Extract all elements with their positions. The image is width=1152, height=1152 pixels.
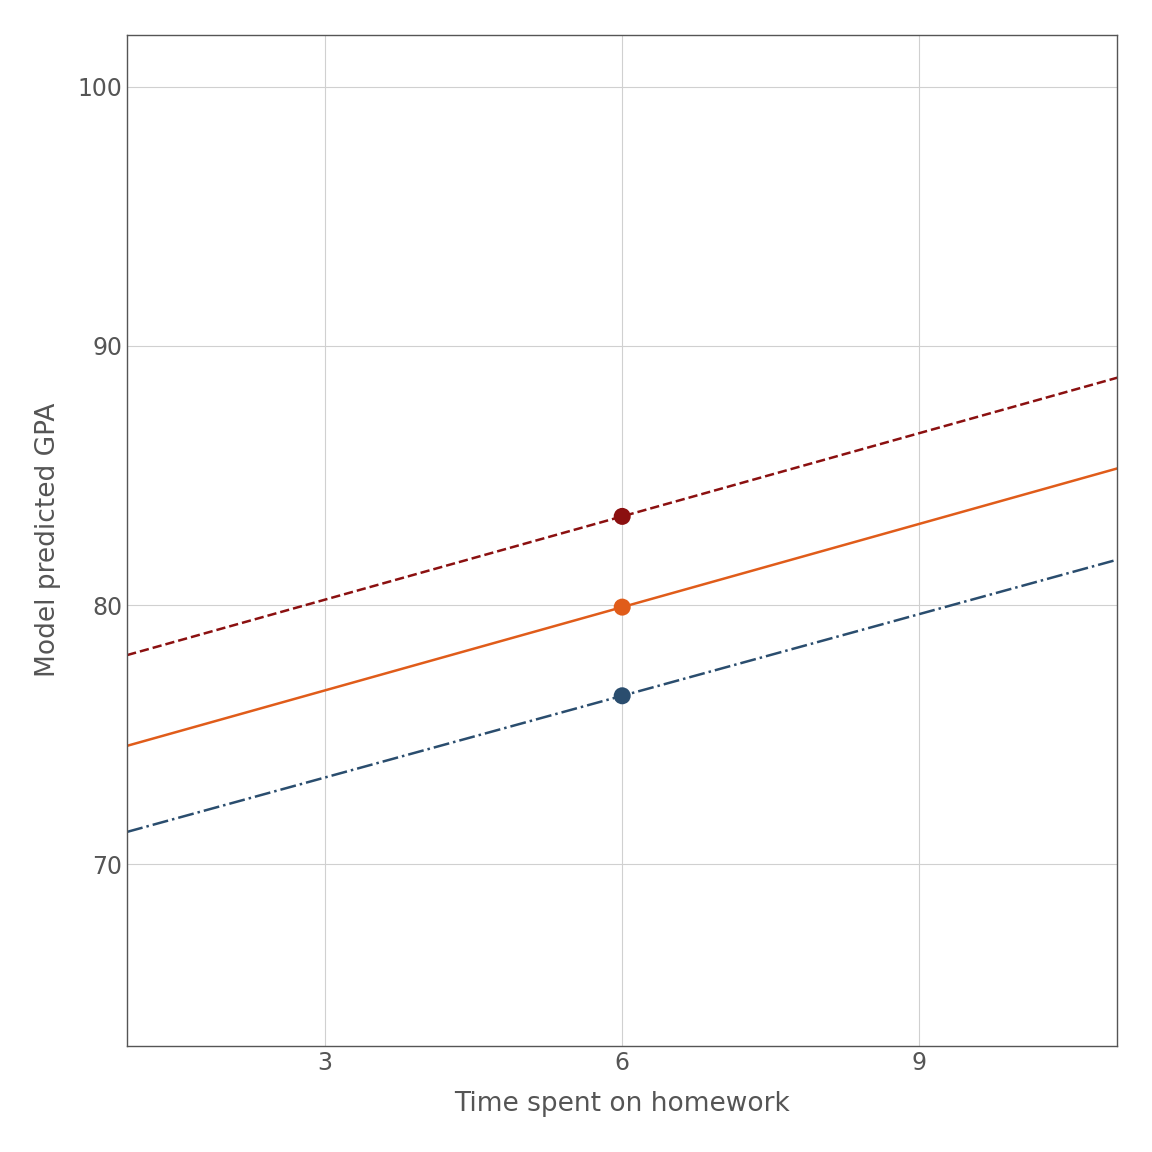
Y-axis label: Model predicted GPA: Model predicted GPA	[35, 403, 61, 677]
Point	[613, 507, 631, 525]
Point	[613, 598, 631, 616]
X-axis label: Time spent on homework: Time spent on homework	[454, 1091, 790, 1117]
Point	[613, 687, 631, 705]
